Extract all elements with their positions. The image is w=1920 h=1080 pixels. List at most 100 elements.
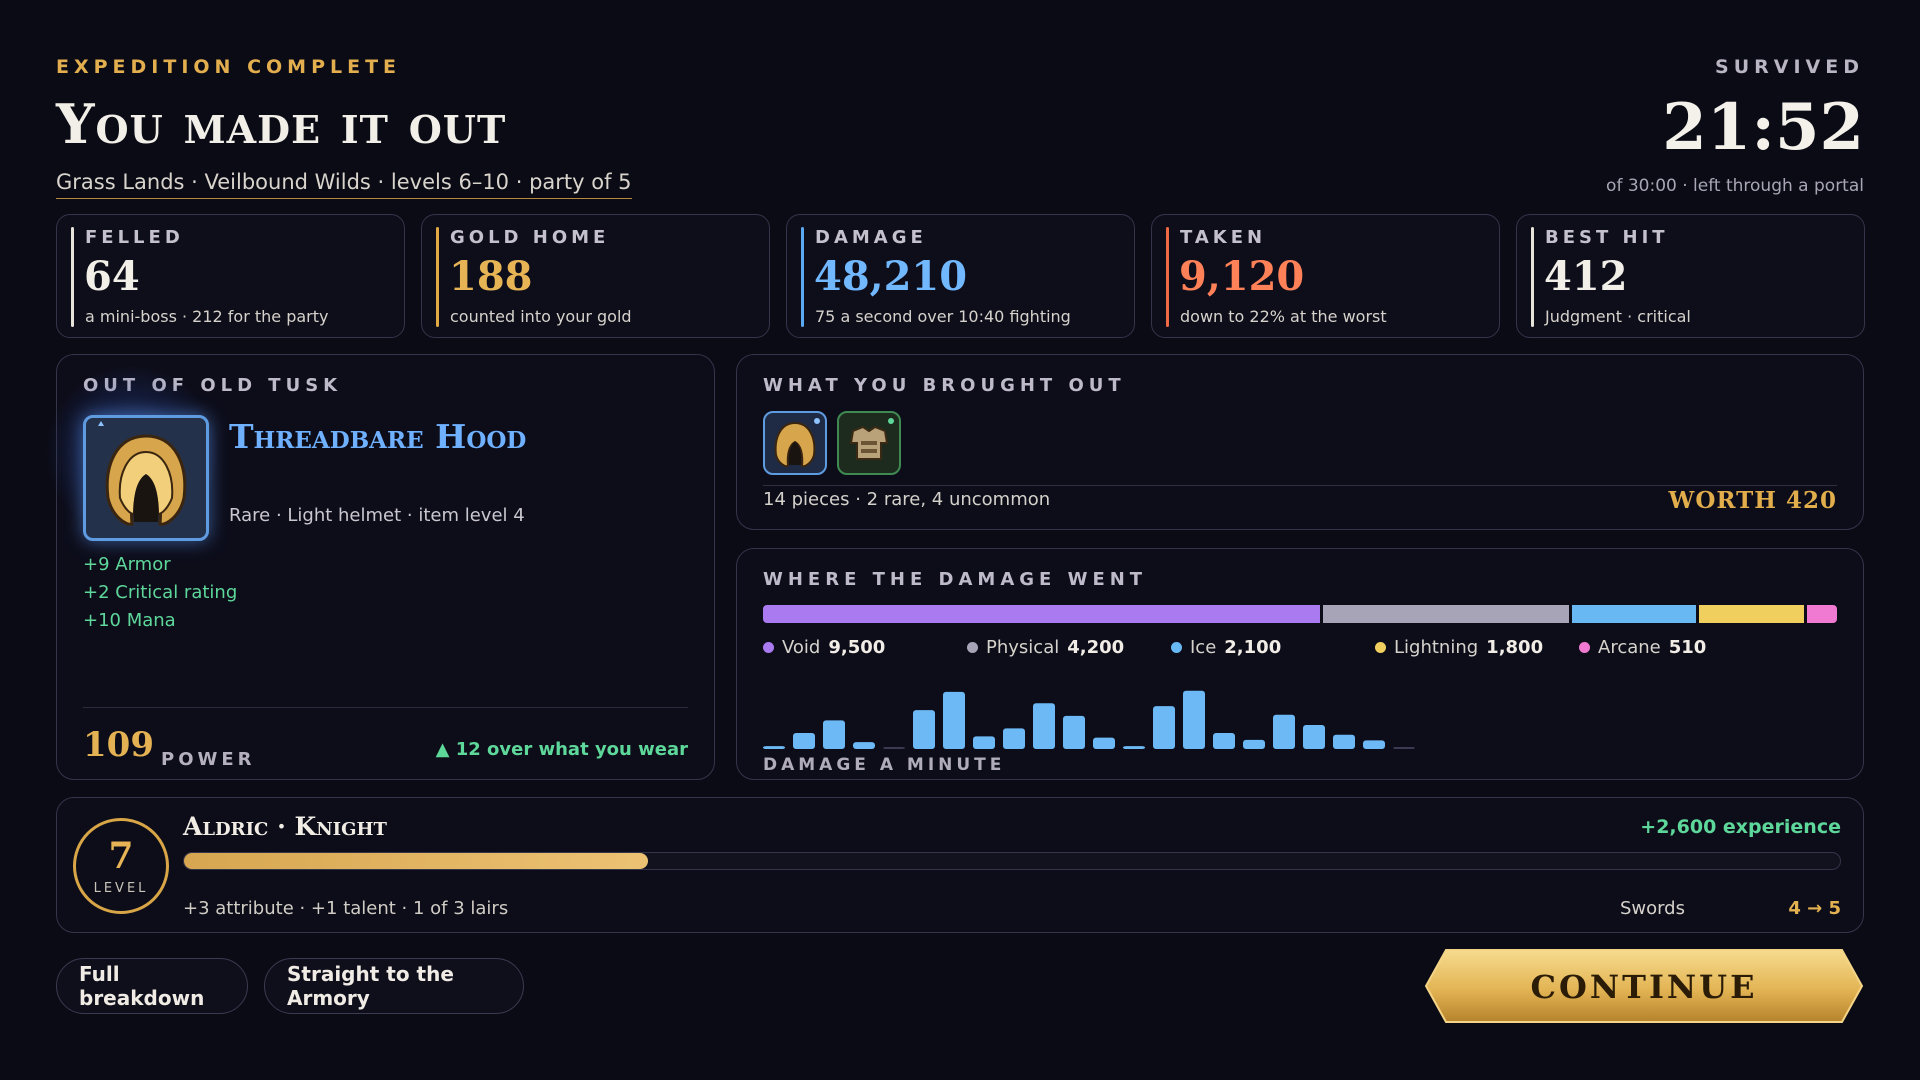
- minute-bar-1: [763, 746, 785, 749]
- damage-segment-physical: [1323, 605, 1570, 623]
- minute-bar-21: [1363, 740, 1385, 749]
- minute-bar-22: [1393, 747, 1415, 749]
- stat-detail: Judgment · critical: [1545, 307, 1691, 326]
- legend-arcane-name: Arcane: [1598, 637, 1661, 658]
- experience-bar-fill: [184, 853, 648, 869]
- stat-value: 412: [1544, 253, 1628, 300]
- experience-bar: [183, 852, 1841, 870]
- minute-bar-6: [913, 710, 935, 749]
- minute-bar-14: [1153, 706, 1175, 749]
- damage-breakdown-label: WHERE THE DAMAGE WENT: [763, 569, 1148, 590]
- legend-ice: Ice 2,100: [1171, 637, 1281, 658]
- minute-bar-3: [823, 720, 845, 749]
- brought-item-hood[interactable]: [763, 411, 827, 475]
- damage-segment-arcane: [1807, 605, 1837, 623]
- stat-card-taken: TAKEN 9,120 down to 22% at the worst: [1151, 214, 1500, 338]
- experience-gain: +2,600 experience: [1640, 816, 1841, 838]
- damage-per-minute-label: DAMAGE A MINUTE: [763, 755, 1006, 775]
- level-word: LEVEL: [93, 881, 149, 896]
- damage-panel: WHERE THE DAMAGE WENT Void 9,500 Physica…: [736, 548, 1864, 780]
- loot-item-slot[interactable]: [83, 415, 209, 541]
- stat-card-best-hit: BEST HIT 412 Judgment · critical: [1516, 214, 1865, 338]
- legend-arcane: Arcane 510: [1579, 637, 1706, 658]
- damage-segment-ice: [1572, 605, 1696, 623]
- loot-item-name: Threadbare Hood: [229, 417, 527, 456]
- stat-label: FELLED: [85, 227, 184, 248]
- minute-bar-16: [1213, 733, 1235, 749]
- legend-void-name: Void: [782, 637, 821, 658]
- character-panel: 7 LEVEL Aldric · Knight +2,600 experienc…: [56, 797, 1864, 933]
- legend-ice-value: 2,100: [1224, 637, 1282, 658]
- loot-divider: [83, 707, 688, 708]
- stat-card-damage: DAMAGE 48,210 75 a second over 10:40 fig…: [786, 214, 1135, 338]
- physical-dot-icon: [967, 642, 978, 653]
- skill-name: Swords: [1619, 898, 1685, 919]
- void-dot-icon: [763, 642, 774, 653]
- stat-value: 48,210: [814, 253, 968, 300]
- minute-bar-13: [1123, 746, 1145, 749]
- stat-label: GOLD HOME: [450, 227, 610, 248]
- stat-value: 188: [449, 253, 533, 300]
- stat-card-gold-home: GOLD HOME 188 counted into your gold: [421, 214, 770, 338]
- brought-item-chest[interactable]: [837, 411, 901, 475]
- expedition-location: Grass Lands · Veilbound Wilds · levels 6…: [56, 170, 632, 199]
- power-value: 109: [83, 725, 154, 765]
- continue-label: CONTINUE: [1530, 968, 1758, 1006]
- legend-void-value: 9,500: [828, 637, 886, 658]
- legend-void: Void 9,500: [763, 637, 885, 658]
- full-breakdown-button[interactable]: Full breakdown: [56, 958, 248, 1014]
- legend-physical-value: 4,200: [1067, 637, 1125, 658]
- armory-button[interactable]: Straight to the Armory: [264, 958, 524, 1014]
- brought-out-count: 14 pieces · 2 rare, 4 uncommon: [763, 489, 1051, 510]
- stat-card-felled: FELLED 64 a mini-boss · 212 for the part…: [56, 214, 405, 338]
- ice-dot-icon: [1171, 642, 1182, 653]
- damage-type-bar: [763, 605, 1837, 623]
- damage-segment-lightning: [1698, 605, 1805, 623]
- stat-label: BEST HIT: [1545, 227, 1669, 248]
- loot-panel: OUT OF OLD TUSK Threadbare Hood Rare · L…: [47, 354, 715, 780]
- stat-detail: down to 22% at the worst: [1180, 307, 1387, 326]
- legend-physical-name: Physical: [986, 637, 1060, 658]
- survived-detail: of 30:00 · left through a portal: [1606, 176, 1864, 196]
- brought-out-label: WHAT YOU BROUGHT OUT: [763, 375, 1126, 396]
- minute-bar-10: [1033, 703, 1055, 749]
- stat-detail: 75 a second over 10:40 fighting: [815, 307, 1071, 326]
- legend-physical: Physical 4,200: [967, 637, 1124, 658]
- item-stat-critical: +2 Critical rating: [83, 582, 238, 603]
- minute-bar-17: [1243, 739, 1265, 749]
- item-stat-armor: +9 Armor: [83, 554, 171, 575]
- minute-bar-12: [1093, 737, 1115, 749]
- legend-ice-name: Ice: [1190, 637, 1217, 658]
- character-rewards: +3 attribute · +1 talent · 1 of 3 lairs: [183, 898, 509, 919]
- loot-item-stats: +9 Armor +2 Critical rating +10 Mana: [83, 551, 237, 635]
- minute-bar-18: [1273, 714, 1295, 749]
- stat-label: TAKEN: [1180, 227, 1267, 248]
- power-label: POWER: [161, 749, 256, 770]
- character-name: Aldric · Knight: [183, 812, 387, 841]
- minute-bar-9: [1003, 728, 1025, 749]
- minute-bar-15: [1183, 690, 1205, 749]
- minute-bar-5: [883, 747, 905, 749]
- stat-accent-bar: [801, 227, 804, 327]
- brought-out-divider: [763, 485, 1837, 486]
- stat-detail: a mini-boss · 212 for the party: [85, 307, 329, 326]
- chest-armor-icon: [849, 418, 894, 460]
- continue-button[interactable]: CONTINUE: [1424, 946, 1864, 1026]
- minute-bar-7: [943, 691, 965, 749]
- legend-arcane-value: 510: [1668, 637, 1707, 658]
- level-number: 7: [108, 835, 134, 877]
- lightning-dot-icon: [1375, 642, 1386, 653]
- stat-accent-bar: [1166, 227, 1169, 327]
- arcane-dot-icon: [1579, 642, 1590, 653]
- brought-out-panel: WHAT YOU BROUGHT OUT 14 pieces · 2 rare,…: [736, 354, 1864, 530]
- stat-accent-bar: [436, 227, 439, 327]
- minute-bar-4: [853, 742, 875, 749]
- survived-label: SURVIVED: [1715, 56, 1864, 78]
- survived-time: 21:52: [1662, 90, 1864, 165]
- power-comparison: ▲ 12 over what you wear: [435, 739, 688, 760]
- minute-bar-20: [1333, 734, 1355, 749]
- hood-icon: [774, 418, 820, 468]
- stat-accent-bar: [1531, 227, 1534, 327]
- continue-button-shape: [1424, 949, 1864, 1023]
- minute-bar-2: [793, 733, 815, 749]
